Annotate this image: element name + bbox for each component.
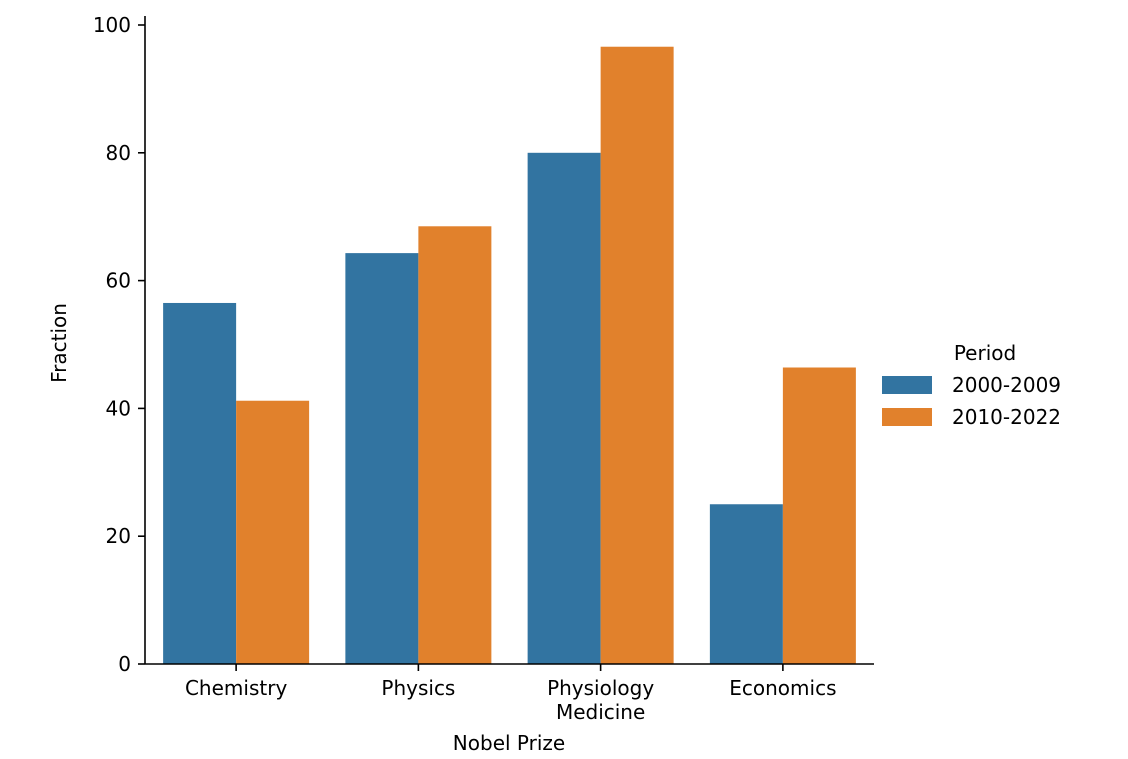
legend-swatch [882,376,932,394]
bar-2010-2022-1 [418,226,492,664]
legend-title: Period [954,341,1016,365]
y-tick-label: 0 [118,652,131,676]
y-axis-title: Fraction [47,303,71,383]
bar-2010-2022-3 [782,367,856,664]
y-axis: 0 20 40 60 80 100 [93,13,146,676]
y-tick-label: 40 [106,396,131,420]
legend-swatch [882,408,932,426]
bar-2010-2022-2 [600,46,674,664]
bar-2000-2009-0 [163,302,237,664]
x-tick-label: Physics [381,676,455,700]
x-tick-label: Physiology [547,676,654,700]
y-tick-label: 100 [93,13,131,37]
legend: Period 2000-2009 2010-2022 [882,341,1061,429]
bar-2010-2022-0 [236,400,310,664]
y-tick-label: 60 [106,269,131,293]
legend-label: 2000-2009 [952,373,1061,397]
x-tick-label: Chemistry [185,676,287,700]
x-tick-label: Economics [729,676,836,700]
x-axis-title: Nobel Prize [453,731,565,755]
x-tick-label: Medicine [556,700,645,724]
legend-label: 2010-2022 [952,405,1061,429]
bar-2000-2009-3 [709,504,783,664]
bars-group [163,46,856,665]
bar-2000-2009-1 [345,253,419,665]
y-tick-label: 80 [106,141,131,165]
bar-2000-2009-2 [527,152,601,665]
y-tick-label: 20 [106,524,131,548]
